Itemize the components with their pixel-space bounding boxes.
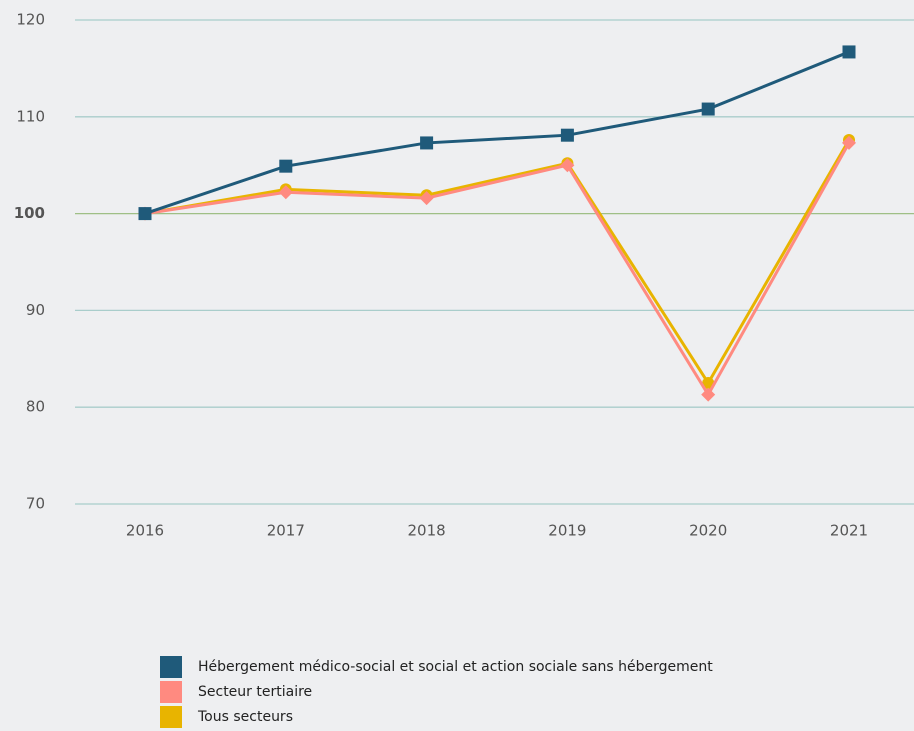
marker	[419, 191, 434, 206]
legend-swatch	[160, 706, 182, 728]
marker	[138, 207, 152, 221]
y-tick-label: 100	[14, 204, 45, 222]
marker	[842, 135, 856, 150]
x-tick-label: 2016	[126, 522, 164, 540]
x-tick-label: 2018	[408, 522, 446, 540]
marker	[278, 185, 293, 200]
y-tick-label: 120	[16, 11, 45, 29]
x-tick-label: 2020	[689, 522, 727, 540]
legend-label: Hébergement médico-social et social et a…	[198, 659, 713, 675]
x-tick-label: 2017	[267, 522, 305, 540]
marker	[702, 377, 715, 389]
marker	[842, 45, 856, 59]
marker	[279, 159, 293, 173]
y-tick-label: 70	[26, 495, 45, 513]
legend-swatch	[160, 656, 182, 678]
marker	[560, 128, 574, 142]
y-tick-label: 110	[16, 107, 45, 125]
series-line	[144, 139, 851, 386]
series-line	[144, 142, 851, 398]
series-line	[144, 50, 850, 216]
x-tick-label: 2019	[548, 522, 586, 540]
y-tick-label: 90	[26, 301, 45, 319]
legend-label: Tous secteurs	[197, 709, 293, 725]
legend-label: Secteur tertiaire	[198, 684, 312, 700]
marker	[420, 136, 434, 150]
y-tick-label: 80	[26, 398, 45, 416]
marker	[701, 102, 715, 116]
marker	[701, 387, 716, 402]
marker	[560, 158, 575, 173]
x-tick-label: 2021	[830, 522, 868, 540]
legend-swatch	[160, 681, 182, 703]
